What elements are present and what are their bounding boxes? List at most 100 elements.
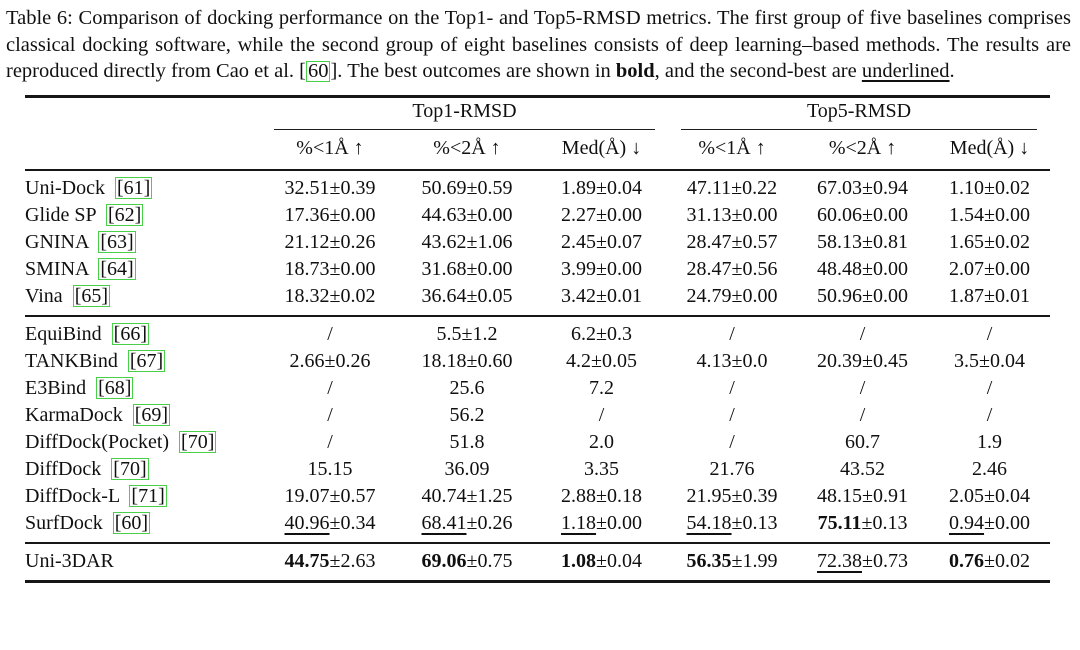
value-cell: 36.64±0.05 [399, 283, 535, 316]
method-cell: GNINA [63] [25, 229, 261, 256]
std-dev-value: ±0.94 [862, 176, 908, 199]
cmidrule-top1 [274, 128, 656, 130]
metric-value: / [986, 403, 993, 426]
method-name: GNINA [25, 230, 89, 253]
std-dev-value: ±0.00 [596, 511, 642, 534]
caption-citation-link[interactable]: 60 [305, 60, 331, 82]
citation-link[interactable]: [62] [105, 203, 144, 226]
metric-value: 2.88 [561, 484, 597, 507]
value-cell: 21.12±0.26 [261, 229, 399, 256]
value-cell: 51.8 [399, 429, 535, 456]
value-cell: 21.95±0.39 [668, 483, 796, 510]
std-dev-value: ±0.75 [466, 549, 513, 572]
std-dev-value: ±0.01 [984, 284, 1031, 307]
method-name: DiffDock-L [25, 484, 120, 507]
value-cell: 0.76±0.02 [929, 543, 1050, 582]
value-cell: 28.47±0.56 [668, 256, 796, 283]
std-dev-value: ±1.06 [466, 230, 513, 253]
metric-value: / [729, 376, 735, 399]
metric-value: 1.89 [561, 176, 597, 199]
metric-value: 3.99 [561, 257, 597, 280]
top1-rmsd-group-header: Top1-RMSD [261, 96, 668, 130]
metric-value: 7.2 [589, 376, 614, 399]
value-cell: / [929, 402, 1050, 429]
metric-value: 60.06 [817, 203, 863, 226]
value-cell: / [261, 316, 399, 348]
metric-value: 43.52 [840, 457, 886, 480]
std-dev-value: ±0.00 [466, 257, 513, 280]
std-dev-value: ±0.00 [731, 203, 778, 226]
citation-link[interactable]: [60] [112, 511, 151, 534]
value-cell: 18.18±0.60 [399, 348, 535, 375]
group-header-row: Top1-RMSD Top5-RMSD [25, 96, 1050, 130]
std-dev-value: ±0.05 [591, 349, 637, 372]
std-dev-value: ±0.13 [731, 511, 778, 534]
citation-link[interactable]: [68] [96, 376, 134, 399]
std-dev-value: ±0.57 [329, 484, 376, 507]
citation-link[interactable]: [70] [179, 430, 217, 453]
value-cell: 2.46 [929, 456, 1050, 483]
metric-value: / [986, 322, 993, 345]
value-cell: 56.35±1.99 [668, 543, 796, 582]
value-cell: 2.0 [535, 429, 668, 456]
col-header-top1-pct-lt-2a: %<2Å ↑ [399, 129, 535, 171]
top5-rmsd-label: Top5-RMSD [806, 99, 912, 122]
metric-value: 72.38 [817, 549, 863, 572]
citation-link[interactable]: [71] [129, 484, 167, 507]
std-dev-value: ±0.00 [731, 284, 778, 307]
method-name: SMINA [25, 257, 89, 280]
metric-value: 31.68 [421, 257, 467, 280]
std-dev-value: ±0.04 [984, 484, 1031, 507]
citation-link[interactable]: [66] [111, 322, 149, 345]
metric-value: 6.2 [571, 322, 597, 345]
value-cell: 20.39±0.45 [796, 348, 929, 375]
method-name: KarmaDock [25, 403, 123, 426]
value-cell: 50.69±0.59 [399, 170, 535, 202]
value-cell: 2.05±0.04 [929, 483, 1050, 510]
citation-link[interactable]: [61] [114, 176, 153, 199]
method-cell: SurfDock [60] [25, 510, 261, 543]
method-cell: TANKBind [67] [25, 348, 261, 375]
std-dev-value: ±0.00 [596, 257, 642, 280]
std-dev-value: ±0.34 [329, 511, 376, 534]
value-cell: 2.45±0.07 [535, 229, 668, 256]
metric-value: 2.07 [949, 257, 985, 280]
std-dev-value: ±0.45 [862, 349, 908, 372]
std-dev-value: ±0.00 [596, 203, 642, 226]
value-cell: 36.09 [399, 456, 535, 483]
std-dev-value: ±0.81 [862, 230, 908, 253]
std-dev-value: ±1.2 [461, 322, 498, 345]
std-dev-value: ±0.07 [596, 230, 642, 253]
header-stub [25, 96, 261, 130]
std-dev-value: ±0.04 [979, 349, 1026, 372]
citation-link[interactable]: [69] [132, 403, 171, 426]
citation-link[interactable]: [67] [127, 349, 166, 372]
value-cell: 58.13±0.81 [796, 229, 929, 256]
table-row: Vina [65] 18.32±0.02 36.64±0.05 3.42±0.01 2… [25, 283, 1050, 316]
metric-value: 50.96 [817, 284, 863, 307]
value-cell: 75.11±0.13 [796, 510, 929, 543]
table-row: DiffDock-L [71] 19.07±0.57 40.74±1.25 2.88… [25, 483, 1050, 510]
cmidrule-top5 [681, 128, 1038, 130]
col-header-top1-med: Med(Å) ↓ [535, 129, 669, 171]
value-cell: 17.36±0.00 [261, 202, 399, 229]
value-cell: 50.96±0.00 [796, 283, 929, 316]
metric-value: 60.7 [845, 430, 881, 453]
std-dev-value: ±0.04 [596, 549, 642, 572]
citation-link[interactable]: [63] [98, 230, 136, 253]
metric-value: / [729, 403, 735, 426]
metric-value: 18.73 [284, 257, 330, 280]
value-cell: 43.62±1.06 [399, 229, 535, 256]
metric-value: 48.15 [817, 484, 863, 507]
citation-link[interactable]: [64] [98, 257, 136, 280]
value-cell: 6.2±0.3 [535, 316, 668, 348]
method-cell: SMINA [64] [25, 256, 261, 283]
col-header-top5-med: Med(Å) ↓ [929, 129, 1051, 171]
std-dev-value: ±0.26 [324, 349, 371, 372]
citation-link[interactable]: [70] [111, 457, 149, 480]
method-name: Glide SP [25, 203, 96, 226]
std-dev-value: ±0.00 [466, 203, 513, 226]
caption-text-1: Table 6: Comparison of docking performan… [6, 7, 1071, 82]
method-cell: Glide SP [62] [25, 202, 261, 229]
citation-link[interactable]: [65] [72, 284, 111, 307]
